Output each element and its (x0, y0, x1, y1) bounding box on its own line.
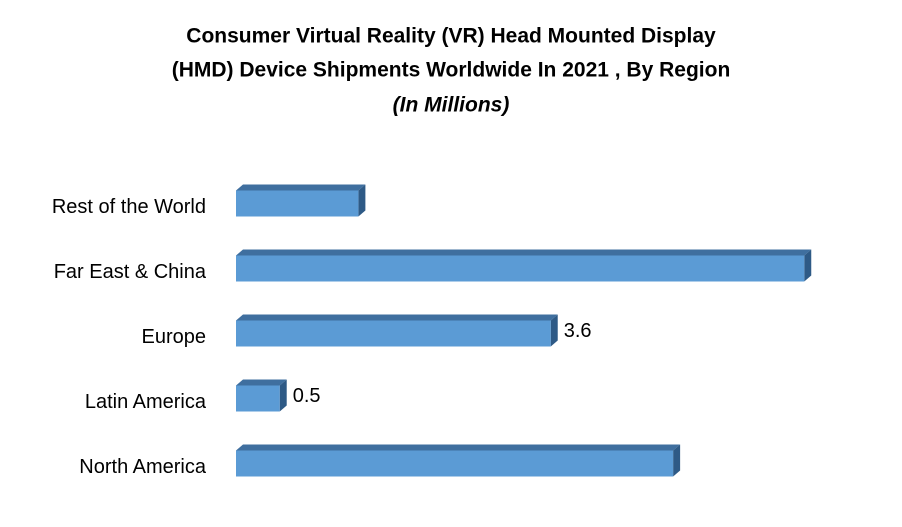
bar-top-face (236, 249, 812, 256)
chart-subtitle: (In Millions) (393, 94, 510, 117)
data-label: 0.5 (293, 385, 321, 407)
bar-side-face (804, 249, 812, 282)
bar (236, 320, 551, 347)
y-tick-label: Rest of the World (52, 196, 206, 218)
bar-top-face (236, 314, 558, 321)
bar (236, 450, 674, 477)
bar-top-face (236, 444, 681, 451)
y-tick-label: Europe (142, 326, 207, 348)
bar-side-face (550, 314, 558, 347)
chart-title: Consumer Virtual Reality (VR) Head Mount… (186, 25, 716, 48)
bar (236, 190, 359, 217)
chart-title: (HMD) Device Shipments Worldwide In 2021… (172, 59, 731, 82)
y-tick-label: Far East & China (54, 261, 207, 283)
bar (236, 385, 280, 412)
bar-top-face (236, 379, 287, 386)
bar (236, 255, 805, 282)
bar-side-face (673, 444, 681, 477)
y-tick-label: Latin America (85, 391, 207, 413)
data-label: 3.6 (564, 320, 592, 342)
bar-side-face (279, 379, 287, 412)
y-tick-label: North America (79, 456, 207, 478)
bar-top-face (236, 184, 366, 191)
bar-side-face (358, 184, 366, 217)
